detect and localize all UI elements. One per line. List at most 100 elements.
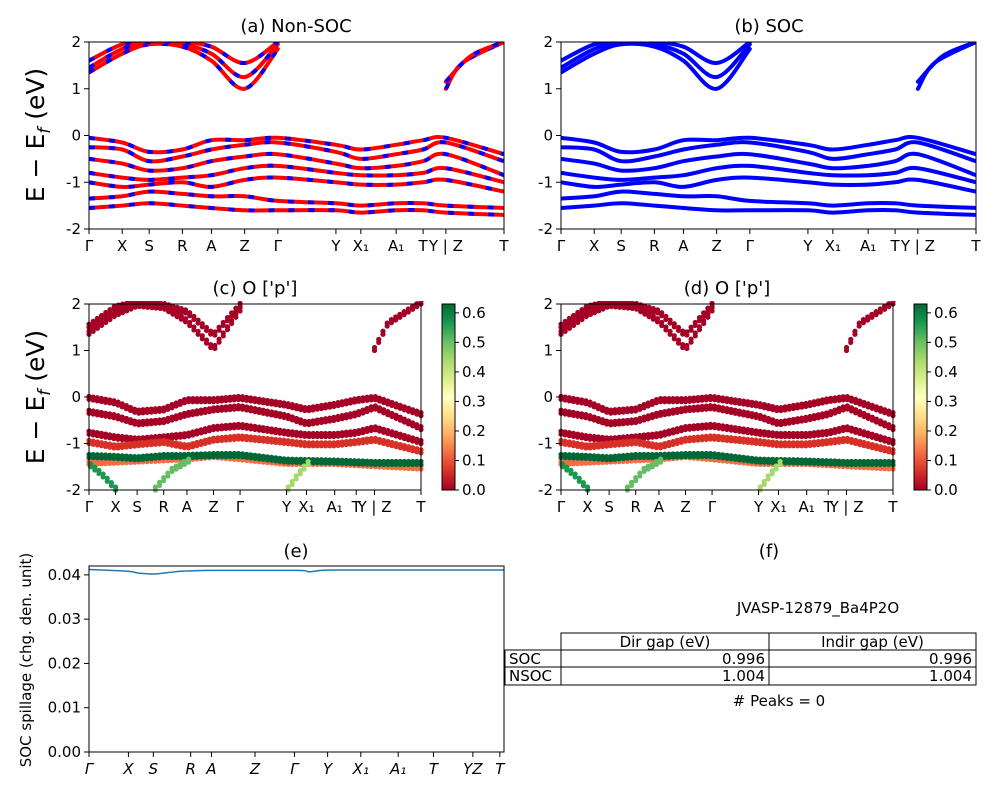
- panel-c-point: [107, 306, 113, 313]
- panel-c-point: [331, 400, 337, 407]
- panel-d-point: [612, 435, 618, 441]
- panel-c-point: [356, 395, 362, 401]
- panel-c-point: [219, 434, 225, 441]
- panel-d-point: [848, 436, 855, 443]
- panel-d-point: [865, 401, 871, 407]
- panel-c-point: [210, 435, 217, 441]
- panel-c-point: [281, 437, 287, 443]
- panel-c-point: [107, 441, 113, 447]
- panel-c-point: [98, 395, 105, 402]
- panel-d-point: [604, 406, 610, 412]
- panel-c-point: [414, 458, 420, 465]
- colorbar-tick-label: 0.1: [462, 451, 486, 469]
- panel-d-point: [575, 316, 581, 323]
- panel-c-point: [108, 480, 115, 486]
- panel-d-point: [595, 453, 601, 459]
- panel-d-point: [691, 434, 697, 441]
- panel-d-point: [562, 325, 568, 331]
- panel-c-point: [123, 403, 129, 409]
- panel-d-point: [641, 432, 647, 438]
- panel-d-point: [595, 434, 601, 440]
- panel-d-point: [678, 451, 684, 457]
- panel-d-point: [811, 430, 817, 436]
- panel-d-point: [707, 393, 714, 400]
- panel-c-point: [140, 435, 146, 441]
- panel-d-point: [562, 451, 568, 458]
- panel-c-point: [98, 409, 105, 416]
- panel-d-point: [624, 438, 631, 444]
- panel-d-frame: [560, 303, 894, 491]
- panel-d-point: [753, 400, 759, 406]
- panel-c-point: [409, 303, 416, 309]
- panel-d-point: [653, 451, 660, 458]
- panel-d-point: [769, 468, 775, 474]
- panel-d-point: [579, 411, 585, 417]
- panel-d-point: [757, 428, 763, 434]
- panel-e-xtick-label: A: [205, 760, 216, 778]
- panel-d-point: [637, 438, 643, 444]
- panel-c-point: [372, 424, 378, 430]
- panel-d-point: [711, 433, 718, 439]
- panel-c-point: [165, 403, 171, 409]
- panel-c-point: [190, 451, 196, 457]
- panel-d-point: [575, 452, 581, 458]
- panel-d-point: [620, 418, 626, 424]
- panel-d-point: [720, 405, 726, 411]
- panel-b-series-line: [915, 42, 976, 84]
- panel-c-point: [239, 403, 246, 409]
- panel-d-point: [819, 457, 826, 464]
- panel-d-point: [716, 451, 722, 457]
- panel-d-point: [653, 397, 660, 403]
- panel-a-ytick-label: -1: [66, 173, 81, 191]
- panel-c-point: [187, 310, 193, 316]
- panel-c-point: [376, 425, 383, 431]
- panel-c-point: [397, 402, 403, 408]
- panel-d-point: [857, 458, 863, 465]
- panel-c-colorbar: 0.0 0.1 0.2 0.3 0.4 0.5 0.6: [441, 303, 486, 499]
- panel-c-point: [293, 473, 299, 479]
- panel-c-point: [169, 432, 175, 438]
- panel-d-point: [886, 436, 892, 442]
- panel-c-point: [405, 306, 411, 312]
- panel-d-point: [637, 451, 643, 458]
- panel-c-point: [220, 330, 226, 336]
- panel-c-title: (c) O ['p']: [213, 278, 298, 299]
- panel-d-point: [786, 417, 792, 423]
- panel-c-point: [203, 337, 210, 343]
- panel-c-point: [385, 427, 391, 434]
- panel-c-point: [178, 306, 184, 312]
- panel-c-point: [368, 404, 374, 410]
- colorbar-tick-label: 0.4: [934, 363, 958, 381]
- panel-d-point: [670, 396, 676, 402]
- panel-d-point: [670, 427, 676, 433]
- panel-c-point: [339, 413, 345, 419]
- panel-c-point: [289, 456, 295, 462]
- panel-d-point: [770, 456, 776, 462]
- panel-d-point: [761, 402, 767, 408]
- panel-c-point: [364, 436, 370, 442]
- panel-c-point: [385, 409, 391, 415]
- panel-c-point: [231, 450, 237, 457]
- panel-d-point: [646, 304, 652, 310]
- panel-a-series-line-dash: [89, 135, 504, 157]
- panel-d-point: [587, 452, 593, 459]
- panel-d-point: [620, 406, 626, 412]
- panel-c-point: [264, 435, 271, 442]
- panel-c-point: [148, 418, 154, 424]
- panel-c-point: [381, 437, 387, 444]
- panel-e-xtick-label: X: [122, 760, 134, 778]
- panel-d-point: [641, 402, 647, 408]
- panel-c-point: [256, 424, 262, 430]
- panel-d-point: [695, 434, 701, 440]
- panel-c-point: [219, 450, 225, 457]
- panel-b-series-line: [915, 42, 976, 91]
- panel-c-point: [161, 475, 167, 481]
- panel-d-point: [654, 316, 661, 322]
- panel-a-series-line-dash: [89, 201, 504, 217]
- panel-c-point: [98, 430, 105, 436]
- panel-d-point: [575, 309, 581, 316]
- panel-c-point: [136, 301, 142, 304]
- panel-d-point: [869, 402, 875, 408]
- panel-d-point: [670, 438, 676, 445]
